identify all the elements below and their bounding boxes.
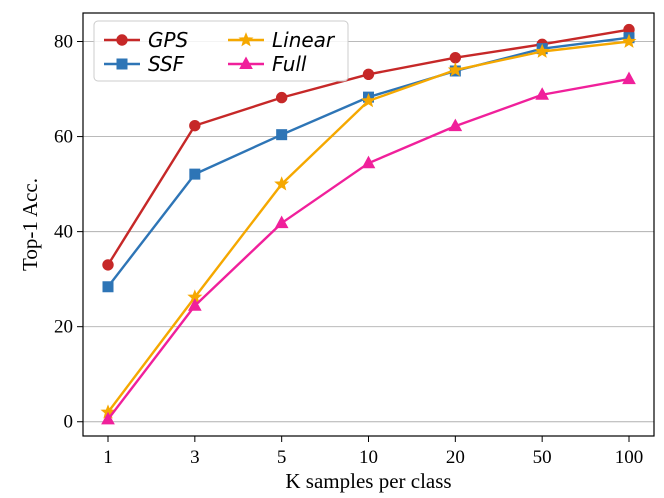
data-point <box>187 298 202 311</box>
y-tick-label: 60 <box>54 127 73 148</box>
legend-label: GPS <box>148 28 189 52</box>
data-point <box>275 91 288 104</box>
x-tick-label: 50 <box>533 447 552 468</box>
legend-box <box>93 20 349 82</box>
series-line-full <box>107 77 630 421</box>
data-point <box>447 62 463 77</box>
data-point <box>361 155 376 169</box>
x-tick-label: 100 <box>615 447 644 468</box>
x-axis-title: K samples per class <box>285 469 451 493</box>
x-tick-label: 20 <box>446 447 465 468</box>
series-linear <box>100 33 637 419</box>
legend-entry-linear: Linear <box>228 28 336 52</box>
x-tick-label: 1 <box>103 447 113 468</box>
series-group <box>100 23 637 425</box>
data-point <box>102 281 114 293</box>
data-point <box>101 411 115 425</box>
data-point <box>622 71 636 85</box>
data-point <box>189 119 201 132</box>
x-tick-label: 5 <box>277 447 287 468</box>
legend-entry-ssf: SSF <box>104 52 185 76</box>
data-point <box>448 118 463 132</box>
x-tick-label: 10 <box>359 447 378 468</box>
data-point <box>102 259 114 271</box>
y-tick-label: 80 <box>54 32 73 53</box>
legend-label: SSF <box>148 52 185 76</box>
legend-marker <box>116 58 128 70</box>
y-tick-label: 20 <box>54 317 73 338</box>
data-point <box>361 93 376 108</box>
data-point <box>362 68 375 81</box>
y-tick-label: 40 <box>54 222 73 243</box>
legend-marker <box>116 34 128 46</box>
ticks: 0 20 40 60 80 1 3 5 10 20 50 100 <box>54 32 643 468</box>
data-point <box>274 176 290 191</box>
data-point <box>534 43 550 58</box>
legend-label: Full <box>272 52 307 76</box>
x-tick-label: 3 <box>190 447 200 468</box>
legend-entry-gps: GPS <box>104 28 189 52</box>
legend-entry-full: Full <box>228 52 307 76</box>
data-point <box>189 168 201 180</box>
series-full <box>101 71 636 425</box>
data-point <box>535 87 550 100</box>
data-point <box>274 215 289 229</box>
y-tick-label: 0 <box>64 412 74 433</box>
data-point <box>621 33 637 48</box>
y-axis-title: Top-1 Acc. <box>18 178 42 271</box>
legend-marker <box>238 32 254 47</box>
legend-marker <box>239 56 253 69</box>
legend-label: Linear <box>272 28 336 52</box>
data-point <box>449 51 462 64</box>
data-point <box>276 129 288 141</box>
